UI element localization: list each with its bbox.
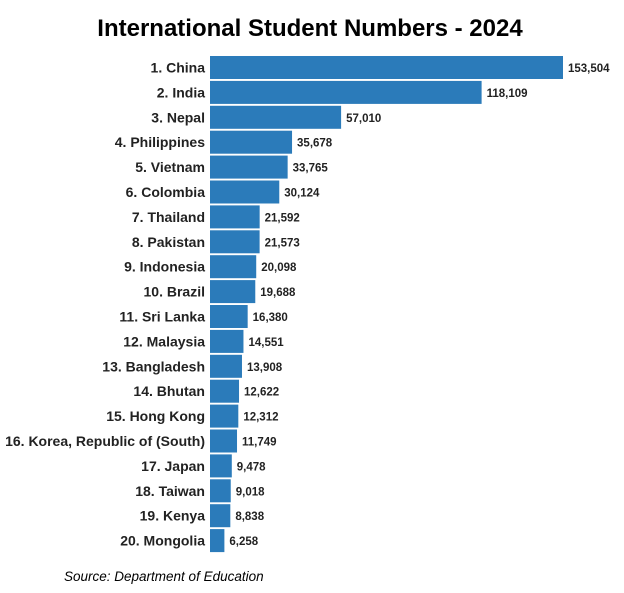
value-label: 19,688 [260,287,296,299]
value-label: 153,504 [568,63,610,75]
category-label: 14. Bhutan [133,383,205,399]
category-label: 5. Vietnam [135,159,205,175]
bar [210,429,238,453]
category-label: 18. Taiwan [135,483,205,499]
value-label: 12,312 [243,412,278,424]
bar [210,305,248,328]
value-label: 9,018 [236,486,265,498]
value-label: 8,838 [235,511,264,523]
category-label: 1. China [151,60,206,76]
value-label: 12,622 [244,387,279,399]
category-label: 17. Japan [141,458,205,474]
bar [210,504,231,528]
category-label: 15. Hong Kong [106,408,205,424]
category-label: 3. Nepal [151,109,205,125]
value-label: 6,258 [229,536,258,548]
bar [210,479,231,503]
value-label: 11,749 [242,437,277,449]
value-label: 14,551 [248,337,284,349]
bar [210,56,563,79]
chart-title: International Student Numbers - 2024 [97,15,523,42]
chart-source: Source: Department of Education [64,569,264,584]
bar [210,230,260,254]
category-label: 13. Bangladesh [102,358,205,374]
value-label: 30,124 [284,188,320,200]
category-label: 2. India [157,84,205,100]
value-label: 9,478 [237,461,266,473]
bars-group: 1. China 153,504 2. India 118,109 3. Nepal 57… [5,56,610,553]
value-label: 13,908 [247,362,283,374]
bar [210,454,232,478]
bar [210,404,239,428]
category-label: 9. Indonesia [124,259,205,275]
value-label: 16,380 [253,312,288,324]
bar [210,329,244,353]
category-label: 12. Malaysia [123,333,205,349]
bar [210,255,257,279]
value-label: 21,592 [265,212,300,224]
category-label: 20. Mongolia [120,533,205,549]
bar [210,155,288,179]
bar [210,354,242,378]
value-label: 33,765 [293,163,329,175]
bar [210,130,293,154]
value-label: 35,678 [297,138,333,150]
category-label: 11. Sri Lanka [119,309,205,325]
value-label: 57,010 [346,113,381,125]
category-label: 16. Korea, Republic of (South) [5,433,205,449]
bar [210,280,256,304]
value-label: 20,098 [261,262,297,274]
bar [210,80,482,104]
category-label: 19. Kenya [140,508,206,524]
value-label: 118,109 [487,88,528,100]
category-label: 10. Brazil [144,284,205,300]
bar [210,105,342,129]
category-label: 6. Colombia [126,184,206,200]
category-label: 8. Pakistan [132,234,205,250]
bar [210,379,240,403]
bar [210,529,225,553]
category-label: 7. Thailand [132,209,205,225]
bar [210,205,260,229]
bar [210,180,280,204]
value-label: 21,573 [265,237,300,249]
category-label: 4. Philippines [115,134,205,150]
